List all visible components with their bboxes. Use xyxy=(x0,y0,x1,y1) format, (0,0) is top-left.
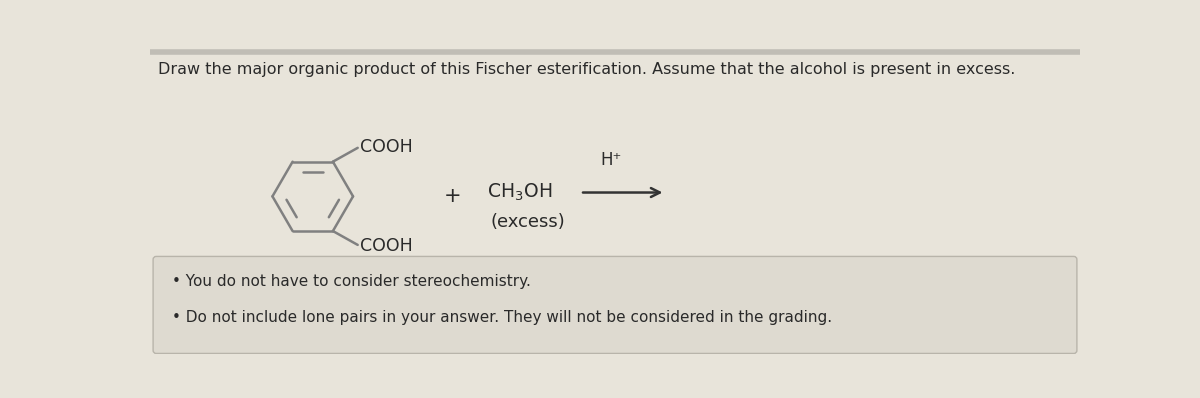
Text: • Do not include lone pairs in your answer. They will not be considered in the g: • Do not include lone pairs in your answ… xyxy=(172,310,832,325)
Text: COOH: COOH xyxy=(360,138,413,156)
FancyArrowPatch shape xyxy=(583,188,660,197)
Text: +: + xyxy=(444,186,461,207)
FancyBboxPatch shape xyxy=(154,256,1076,353)
Text: Draw the major organic product of this Fischer esterification. Assume that the a: Draw the major organic product of this F… xyxy=(157,62,1015,77)
Text: H⁺: H⁺ xyxy=(600,151,622,169)
Text: (excess): (excess) xyxy=(491,213,565,231)
Text: CH$_3$OH: CH$_3$OH xyxy=(487,182,552,203)
Text: • You do not have to consider stereochemistry.: • You do not have to consider stereochem… xyxy=(172,273,530,289)
Text: COOH: COOH xyxy=(360,237,413,255)
